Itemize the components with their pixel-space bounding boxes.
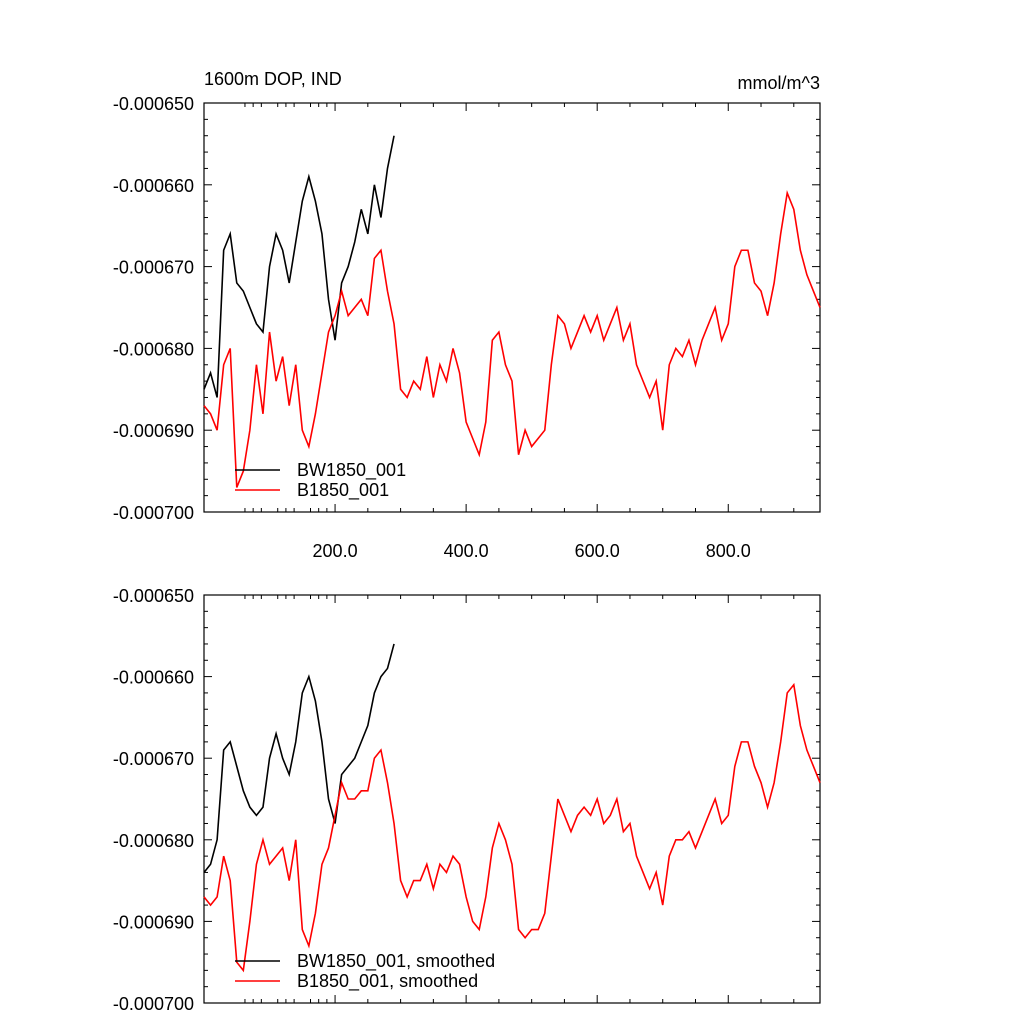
y-tick-label: -0.000670 [113, 258, 194, 278]
chart-title: 1600m DOP, IND [204, 69, 342, 89]
y-tick-label: -0.000660 [113, 668, 194, 688]
legend-label: BW1850_001 [297, 460, 406, 481]
legend-label: B1850_001 [297, 480, 389, 501]
plot-frame [203, 594, 821, 1004]
y-tick-label: -0.000680 [113, 339, 194, 359]
y-tick-label: -0.000670 [113, 749, 194, 769]
legend-label: B1850_001, smoothed [297, 971, 478, 992]
y-tick-label: -0.000680 [113, 831, 194, 851]
y-tick-label: -0.000650 [113, 94, 194, 114]
x-tick-label: 800.0 [706, 541, 751, 561]
x-tick-label: 400.0 [444, 541, 489, 561]
data-line [203, 643, 395, 873]
y-tick-label: -0.000690 [113, 421, 194, 441]
x-tick-label: 200.0 [313, 541, 358, 561]
y-tick-label: -0.000690 [113, 912, 194, 932]
plot-frame [203, 102, 821, 513]
y-tick-label: -0.000650 [113, 586, 194, 606]
data-line [203, 190, 821, 488]
y-tick-label: -0.000700 [113, 994, 194, 1014]
units-label: mmol/m^3 [738, 73, 820, 93]
x-tick-label: 600.0 [575, 541, 620, 561]
data-line [203, 135, 395, 398]
data-line [203, 682, 821, 973]
y-tick-label: -0.000660 [113, 176, 194, 196]
legend-label: BW1850_001, smoothed [297, 951, 495, 972]
y-tick-label: -0.000700 [113, 503, 194, 523]
